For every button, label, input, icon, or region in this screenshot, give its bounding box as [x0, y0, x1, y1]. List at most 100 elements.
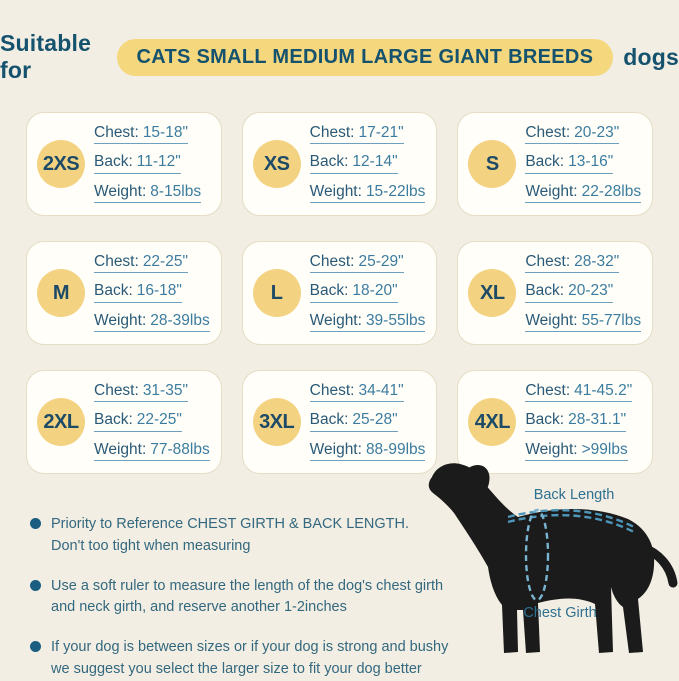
size-grid: 2XS Chest: 15-18" Back: 11-12" Weight: 8-15…: [26, 112, 653, 474]
chest-label: Chest:: [309, 253, 355, 271]
bullet-dot-icon: [30, 518, 41, 529]
back-value: 28-31.1": [568, 411, 627, 429]
header-highlight-pill: CATS SMALL MEDIUM LARGE GIANT BREEDS: [116, 38, 614, 76]
back-spec: Back: 22-25": [94, 411, 210, 432]
weight-label: Weight:: [94, 311, 147, 329]
chest-label: Chest:: [525, 253, 571, 271]
back-label: Back:: [309, 411, 349, 429]
weight-spec: Weight: 22-28lbs: [525, 182, 642, 203]
back-label: Back:: [309, 153, 349, 171]
chest-label: Chest:: [94, 253, 139, 271]
bullet-dot-icon: [30, 579, 41, 591]
chest-spec: Chest: 25-29": [309, 253, 426, 274]
note-line: and neck girth, and reserve another 1-2i…: [51, 599, 347, 616]
size-badge: 2XS: [37, 140, 85, 188]
weight-spec: Weight: 8-15lbs: [94, 182, 202, 203]
back-label: Back:: [525, 282, 565, 300]
weight-spec: Weight: 39-55lbs: [309, 311, 426, 332]
size-card-xs: XS Chest: 17-21" Back: 12-14" Weight: 15-22…: [241, 112, 438, 216]
note-line: Priority to Reference CHEST GIRTH & BACK…: [51, 516, 410, 532]
chest-label: Chest:: [309, 382, 355, 400]
weight-label: Weight:: [309, 182, 362, 200]
chest-value: 22-25": [142, 253, 188, 271]
weight-spec: Weight: 55-77lbs: [525, 311, 642, 332]
note-line: Don't too tight when measuring: [51, 537, 251, 554]
back-spec: Back: 18-20": [309, 282, 426, 303]
size-badge: XL: [468, 269, 517, 317]
back-value: 22-25": [136, 411, 182, 429]
weight-label: Weight:: [525, 311, 578, 329]
note-item: Use a soft ruler to measure the length o…: [30, 576, 470, 620]
chest-spec: Chest: 20-23": [525, 124, 641, 145]
weight-spec: Weight: 28-39lbs: [94, 311, 210, 332]
size-badge: 4XL: [468, 398, 517, 446]
chest-girth-label: Chest Girth: [523, 605, 596, 621]
note-line: we suggest you select the larger size to…: [51, 660, 422, 677]
note-item: Priority to Reference CHEST GIRTH & BACK…: [30, 514, 470, 558]
back-spec: Back: 12-14": [309, 153, 426, 174]
back-length-line: [507, 508, 635, 534]
chest-label: Chest:: [309, 124, 355, 142]
back-spec: Back: 25-28": [309, 411, 426, 432]
size-badge: 3XL: [252, 398, 301, 446]
note-item: If your dog is between sizes or if your …: [30, 637, 470, 681]
back-spec: Back: 11-12": [94, 154, 201, 174]
back-spec: Back: 13-16": [525, 153, 641, 174]
size-card-4xl: 4XL Chest: 41-45.2" Back: 28-31.1" Weight:…: [457, 370, 653, 474]
weight-spec: Weight: 15-22lbs: [309, 182, 426, 203]
header: Suitable for CATS SMALL MEDIUM LARGE GIA…: [0, 0, 679, 84]
size-badge: XS: [252, 140, 301, 188]
size-card-xl: XL Chest: 28-32" Back: 20-23" Weight: 55-77…: [457, 241, 653, 345]
back-length-label: Back Length: [534, 487, 615, 503]
header-prefix: Suitable for: [0, 30, 92, 83]
weight-value: 55-77lbs: [581, 311, 642, 329]
weight-label: Weight:: [525, 440, 578, 458]
size-card-s: S Chest: 20-23" Back: 13-16" Weight: 22-28l…: [457, 112, 653, 216]
note-line: Use a soft ruler to measure the length o…: [51, 577, 444, 594]
chest-spec: Chest: 31-35": [94, 382, 210, 403]
chest-value: 15-18": [142, 124, 188, 142]
chest-label: Chest:: [94, 382, 139, 400]
back-value: 12-14": [352, 153, 398, 171]
back-spec: Back: 16-18": [94, 282, 210, 303]
chest-value: 41-45.2": [574, 382, 633, 400]
weight-value: 88-99lbs: [365, 440, 426, 458]
back-value: 13-16": [568, 153, 614, 171]
chest-value: 20-23": [574, 124, 620, 142]
chest-spec: Chest: 34-41": [309, 382, 426, 403]
back-spec: Back: 28-31.1": [525, 411, 632, 432]
weight-value: 22-28lbs: [581, 182, 642, 200]
chest-spec: Chest: 22-25": [94, 253, 210, 274]
weight-label: Weight:: [309, 311, 362, 329]
size-badge: 2XL: [37, 398, 85, 446]
chest-label: Chest:: [94, 124, 139, 142]
weight-label: Weight:: [94, 182, 147, 200]
dog-measurement-diagram: Back Length Chest Girth: [424, 457, 679, 667]
size-card-2xl: 2XL Chest: 31-35" Back: 22-25" Weight: 77-8…: [26, 370, 222, 474]
size-badge: S: [468, 140, 517, 188]
chest-value: 25-29": [358, 253, 404, 271]
chest-value: 28-32": [574, 253, 620, 271]
back-label: Back:: [309, 282, 349, 300]
size-card-3xl: 3XL Chest: 34-41" Back: 25-28" Weight: 88-9…: [241, 370, 438, 474]
weight-label: Weight:: [525, 182, 578, 200]
chest-label: Chest:: [525, 382, 571, 400]
back-label: Back:: [525, 411, 565, 429]
note-line: If your dog is between sizes or if your …: [51, 639, 449, 655]
weight-label: Weight:: [94, 440, 147, 458]
weight-value: >99lbs: [581, 440, 628, 458]
back-value: 18-20": [352, 282, 398, 300]
size-badge: L: [252, 269, 301, 317]
back-value: 25-28": [352, 411, 398, 429]
weight-value: 8-15lbs: [150, 182, 202, 200]
measuring-notes: Priority to Reference CHEST GIRTH & BACK…: [30, 514, 470, 681]
chest-label: Chest:: [525, 124, 571, 142]
back-value: 20-23": [568, 282, 614, 300]
chest-girth-line: [524, 508, 550, 602]
header-suffix: dogs: [623, 43, 679, 70]
chest-value: 17-21": [358, 124, 404, 142]
size-card-l: L Chest: 25-29" Back: 18-20" Weight: 39-55l…: [241, 241, 438, 345]
weight-value: 15-22lbs: [365, 182, 426, 200]
back-label: Back:: [94, 282, 133, 300]
chest-spec: Chest: 15-18": [94, 124, 201, 145]
